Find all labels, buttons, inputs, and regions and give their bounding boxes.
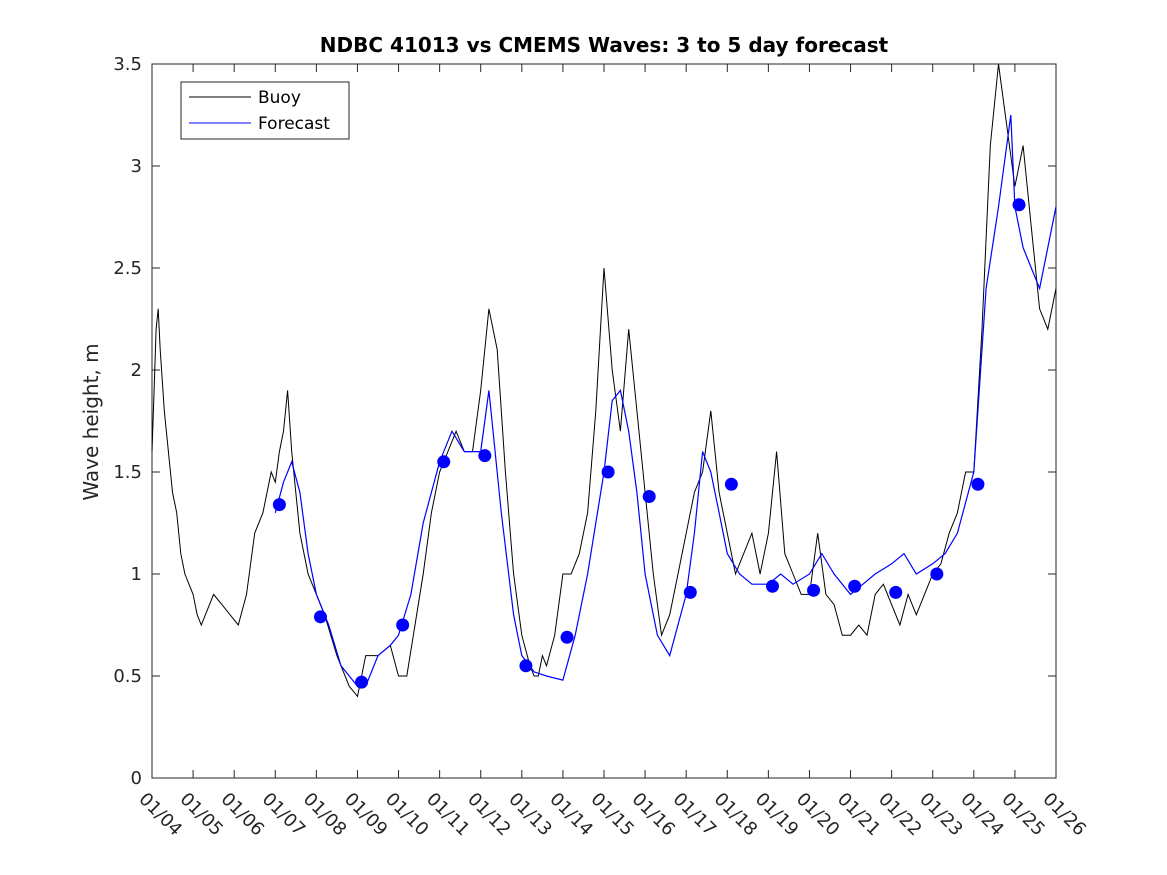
forecast-point (560, 630, 574, 644)
forecast-line (274, 114, 1057, 687)
series-forecast (274, 114, 1057, 687)
forecast-point (396, 618, 410, 632)
forecast-point (272, 498, 286, 512)
y-tick-label: 3.5 (113, 54, 142, 75)
x-tick-label: 01/20 (792, 789, 844, 841)
x-tick-label: 01/11 (422, 789, 474, 841)
x-tick-label: 01/09 (340, 789, 392, 841)
x-tick-label: 01/23 (915, 789, 967, 841)
forecast-daily-points (272, 198, 1026, 689)
x-axis-ticks: 01/0401/0501/0601/0701/0801/0901/1001/11… (134, 64, 1090, 840)
y-tick-label: 0.5 (113, 666, 142, 687)
x-tick-label: 01/07 (258, 789, 310, 841)
forecast-point (642, 489, 656, 503)
y-tick-label: 1.5 (113, 462, 142, 483)
plot-area-frame (151, 63, 1057, 779)
forecast-point (601, 465, 615, 479)
forecast-point (355, 675, 369, 689)
x-tick-label: 01/14 (545, 789, 597, 841)
forecast-point (807, 583, 821, 597)
y-tick-label: 1 (131, 564, 142, 585)
legend-box (180, 81, 350, 140)
x-tick-label: 01/26 (1038, 789, 1090, 841)
x-tick-label: 01/25 (997, 789, 1049, 841)
forecast-point (313, 610, 327, 624)
x-tick-label: 01/22 (874, 789, 926, 841)
x-tick-label: 01/08 (299, 789, 351, 841)
x-tick-label: 01/21 (833, 789, 885, 841)
y-tick-label: 0 (131, 768, 142, 789)
legend-buoy-label: Buoy (258, 88, 301, 108)
y-axis-label: Wave height, m (79, 343, 103, 500)
legend-forecast-label: Forecast (258, 114, 330, 134)
y-axis-ticks: 0 0.5 1 1.5 2 2.5 3 3.5 (113, 54, 1056, 789)
y-tick-label: 2.5 (113, 258, 142, 279)
x-tick-label: 01/16 (628, 789, 680, 841)
forecast-point (848, 579, 862, 593)
legend: Buoy Forecast (180, 81, 350, 140)
forecast-point (765, 579, 779, 593)
forecast-point (971, 477, 985, 491)
x-tick-label: 01/15 (586, 789, 638, 841)
chart-title: NDBC 41013 vs CMEMS Waves: 3 to 5 day fo… (320, 33, 889, 57)
y-tick-label: 3 (131, 156, 142, 177)
forecast-point (437, 455, 451, 469)
series-buoy (151, 63, 1057, 698)
x-tick-label: 01/04 (134, 789, 186, 841)
x-tick-label: 01/10 (381, 789, 433, 841)
x-tick-label: 01/18 (710, 789, 762, 841)
x-tick-label: 01/06 (217, 789, 269, 841)
forecast-point (683, 585, 697, 599)
y-tick-label: 2 (131, 360, 142, 381)
forecast-point (478, 449, 492, 463)
x-tick-label: 01/24 (956, 789, 1008, 841)
forecast-point (930, 567, 944, 581)
x-tick-label: 01/05 (176, 789, 228, 841)
forecast-point (889, 585, 903, 599)
forecast-point (724, 477, 738, 491)
x-tick-label: 01/13 (504, 789, 556, 841)
buoy-line (151, 63, 1057, 698)
x-tick-label: 01/12 (463, 789, 515, 841)
forecast-point (1012, 198, 1026, 212)
x-tick-label: 01/17 (669, 789, 721, 841)
forecast-point (519, 659, 533, 673)
x-tick-label: 01/19 (751, 789, 803, 841)
